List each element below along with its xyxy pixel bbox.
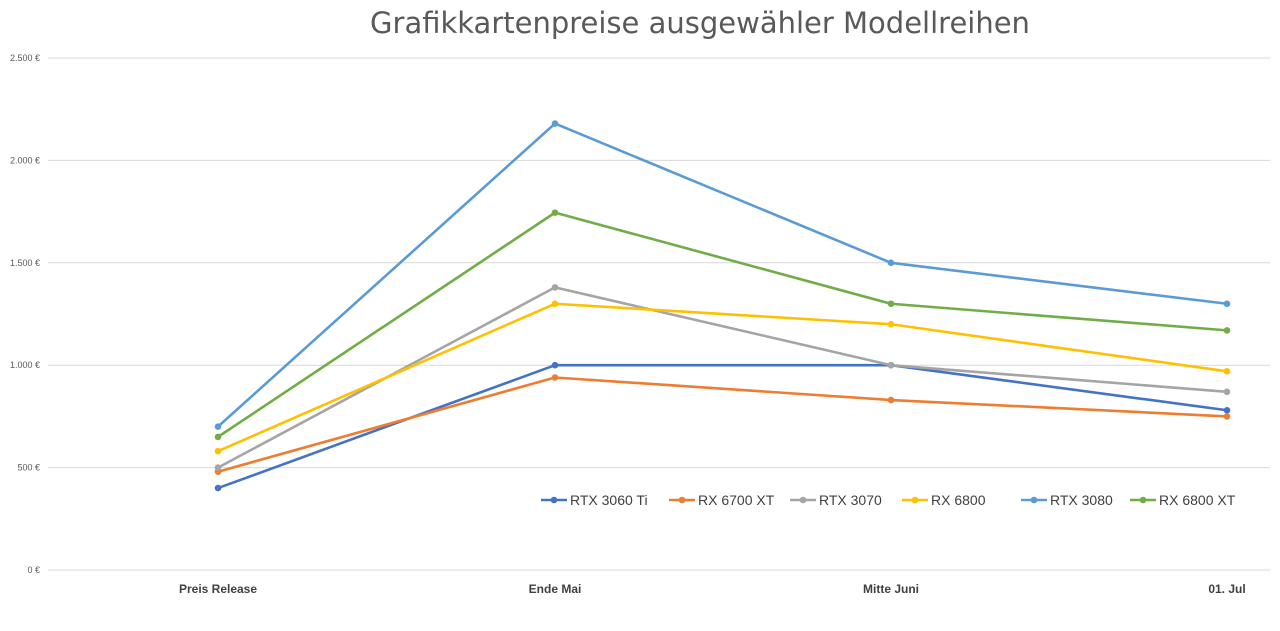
series-line (217, 122, 1228, 428)
data-point (1223, 368, 1231, 375)
data-point (551, 374, 559, 381)
legend-entry: RTX 3070 (790, 492, 882, 508)
data-point (551, 209, 559, 216)
legend-entry: RX 6800 XT (1130, 492, 1236, 508)
data-point (1223, 406, 1231, 414)
series-line (217, 302, 1228, 453)
series-line (217, 376, 1228, 473)
data-point (887, 259, 895, 267)
data-point (1223, 327, 1231, 334)
legend-label: RX 6700 XT (698, 492, 775, 508)
legend-swatch-marker (678, 496, 686, 504)
data-point (1223, 413, 1231, 420)
legend-swatch-marker (911, 496, 919, 504)
series-lines (214, 120, 1231, 492)
data-point (551, 361, 559, 369)
x-axis-ticks: Preis Release Ende Mai Mitte Juni 01. Jul (179, 582, 1246, 596)
legend: RTX 3060 Ti RX 6700 XT RTX 3070 RX 6800 RTX … (541, 492, 1236, 508)
series-line (217, 363, 1228, 490)
x-tick-label: 01. Jul (1208, 582, 1245, 596)
data-point (551, 300, 559, 308)
data-point (887, 361, 895, 369)
data-point (551, 120, 559, 127)
y-tick-label: 2.500 € (10, 53, 40, 63)
legend-label: RX 6800 (931, 492, 986, 508)
data-point (551, 284, 559, 291)
chart-title: Grafikkartenpreise ausgewähler Modellrei… (370, 6, 1030, 40)
legend-swatch-marker (799, 496, 807, 504)
data-point (214, 423, 222, 430)
legend-label: RTX 3080 (1050, 492, 1113, 508)
x-tick-label: Ende Mai (529, 582, 582, 596)
x-tick-label: Mitte Juni (863, 582, 919, 596)
legend-swatch-marker (550, 496, 558, 504)
data-point (1223, 388, 1231, 396)
legend-entry: RX 6800 (902, 492, 986, 508)
legend-label: RTX 3070 (819, 492, 882, 508)
data-point (214, 484, 222, 492)
series-rx-6800-xt (214, 209, 1231, 441)
legend-swatch-marker (1139, 496, 1147, 504)
x-tick-label: Preis Release (179, 582, 257, 596)
data-point (887, 320, 895, 328)
y-tick-label: 2.000 € (10, 155, 40, 165)
data-point (214, 447, 222, 455)
legend-label: RX 6800 XT (1159, 492, 1236, 508)
series-rtx-3070 (214, 284, 1231, 471)
y-tick-label: 0 € (27, 565, 40, 575)
legend-entry: RX 6700 XT (669, 492, 775, 508)
legend-swatch-marker (1030, 496, 1038, 504)
y-tick-label: 500 € (17, 463, 40, 473)
legend-label: RTX 3060 Ti (570, 492, 648, 508)
y-axis-ticks: 0 € 500 € 1.000 € 1.500 € 2.000 € 2.500 € (10, 53, 40, 575)
data-point (214, 433, 222, 441)
data-point (214, 464, 222, 471)
data-point (887, 396, 895, 404)
data-point (887, 300, 895, 308)
legend-entry: RTX 3080 (1021, 492, 1113, 508)
series-rtx-3060-ti (214, 361, 1231, 492)
series-rtx-3080 (214, 120, 1231, 430)
y-tick-label: 1.000 € (10, 360, 40, 370)
legend-entry: RTX 3060 Ti (541, 492, 648, 508)
series-line (217, 211, 1228, 438)
y-tick-label: 1.500 € (10, 258, 40, 268)
series-rx-6800 (214, 300, 1231, 455)
data-point (1223, 300, 1231, 308)
